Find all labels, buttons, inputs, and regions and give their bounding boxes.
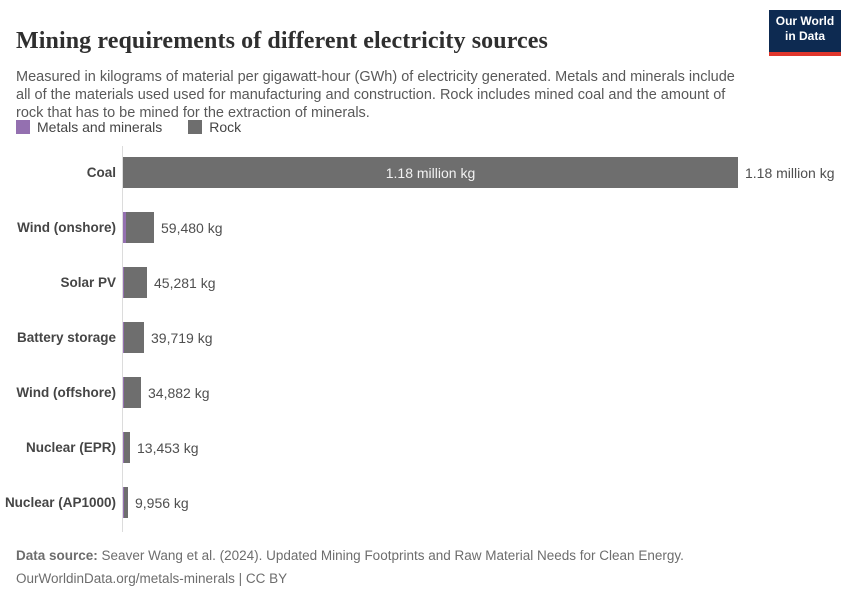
bar-row-wind-onshore: Wind (onshore) 59,480 kg [0, 212, 850, 243]
category-label: Nuclear (AP1000) [4, 495, 116, 510]
value-label: 34,882 kg [148, 384, 210, 401]
owid-logo-line1: Our World [775, 14, 835, 28]
bar[interactable] [123, 432, 130, 463]
value-label: 9,956 kg [135, 494, 189, 511]
chart-footer: Data source: Seaver Wang et al. (2024). … [16, 545, 684, 589]
bar-row-nuclear-epr: Nuclear (EPR) 13,453 kg [0, 432, 850, 463]
category-label: Nuclear (EPR) [25, 440, 116, 455]
rock-segment [124, 377, 141, 408]
metals-segment [123, 322, 124, 353]
rock-swatch-icon [188, 120, 203, 134]
metals-segment [123, 432, 124, 463]
legend-label: Metals and minerals [37, 119, 163, 135]
inbar-value-label: 1.18 million kg [385, 164, 476, 181]
rock-segment [124, 432, 130, 463]
legend: Metals and minerals Rock [16, 119, 241, 135]
bar-row-nuclear-ap1000: Nuclear (AP1000) 9,956 kg [0, 487, 850, 518]
bar[interactable] [123, 487, 128, 518]
bar[interactable] [123, 267, 147, 298]
metals-swatch-icon [16, 120, 30, 134]
category-label: Wind (offshore) [16, 385, 116, 400]
owid-logo-line2: in Data [784, 29, 825, 43]
bar[interactable] [123, 322, 144, 353]
value-label: 13,453 kg [137, 439, 199, 456]
data-source-line: Data source: Seaver Wang et al. (2024). … [16, 545, 684, 567]
value-label: 39,719 kg [151, 329, 213, 346]
owid-logo[interactable]: Our World in Data [769, 10, 841, 56]
y-axis-line [122, 146, 123, 532]
rock-segment [124, 267, 147, 298]
legend-label: Rock [209, 119, 242, 135]
value-label: 1.18 million kg [745, 164, 835, 181]
value-label: 59,480 kg [161, 219, 223, 236]
metals-segment [123, 377, 124, 408]
rock-segment [126, 212, 154, 243]
page-title: Mining requirements of different electri… [16, 28, 548, 55]
rock-segment: 1.18 million kg [123, 157, 738, 188]
bar-row-wind-offshore: Wind (offshore) 34,882 kg [0, 377, 850, 408]
category-label: Solar PV [60, 275, 116, 290]
rock-segment [124, 487, 128, 518]
bar-row-solar-pv: Solar PV 45,281 kg [0, 267, 850, 298]
value-label: 45,281 kg [154, 274, 216, 291]
rock-segment [124, 322, 144, 353]
license-link[interactable]: OurWorldinData.org/metals-minerals | CC … [16, 570, 288, 586]
data-source-label: Data source: [16, 548, 98, 563]
category-label: Wind (onshore) [17, 220, 116, 235]
bar-row-battery-storage: Battery storage 39,719 kg [0, 322, 850, 353]
legend-item-rock: Rock [188, 119, 241, 135]
bar[interactable] [123, 212, 154, 243]
metals-segment [123, 267, 124, 298]
category-label: Coal [86, 165, 116, 180]
legend-item-metals: Metals and minerals [16, 119, 162, 135]
data-source-text: Seaver Wang et al. (2024). Updated Minin… [101, 548, 684, 563]
bar[interactable]: 1.18 million kg [123, 157, 738, 188]
metals-segment [123, 212, 126, 243]
bar[interactable] [123, 377, 141, 408]
metals-segment [123, 487, 124, 518]
category-label: Battery storage [16, 330, 116, 345]
chart-subtitle: Measured in kilograms of material per gi… [16, 68, 735, 122]
bar-row-coal: Coal 1.18 million kg 1.18 million kg [0, 157, 850, 188]
